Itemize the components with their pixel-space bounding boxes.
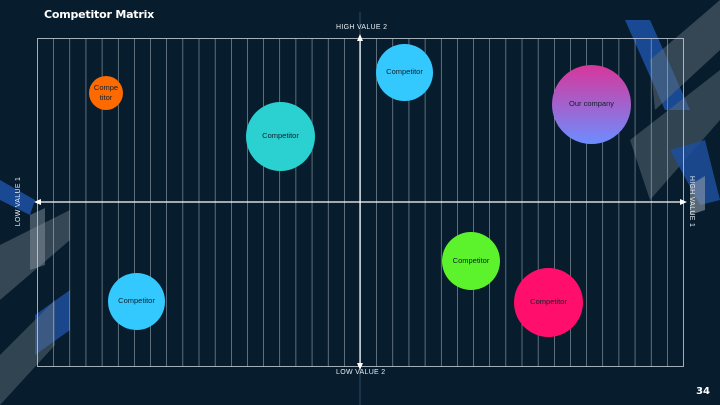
competitor-bubble-orange: Compe titor bbox=[89, 76, 123, 110]
bubble-label: Competitor bbox=[530, 297, 567, 307]
horizontal-axis-right-arrow bbox=[680, 199, 687, 205]
bubble-label: Competitor bbox=[452, 255, 490, 265]
vertical-axis-top-arrow bbox=[357, 34, 363, 41]
vertical-axis-bottom-arrow bbox=[357, 363, 363, 370]
horizontal-axis-left-arrow bbox=[34, 199, 41, 205]
axis-label-left: LOW VALUE 1 bbox=[15, 176, 23, 227]
bubble-label: Competitor bbox=[118, 296, 155, 306]
bubble-label: Competitor bbox=[386, 67, 423, 77]
competitor-bubble-green: Competitor bbox=[442, 232, 500, 290]
competitor-bubble-pink: Competitor bbox=[514, 268, 583, 337]
slide-title: Competitor Matrix bbox=[44, 8, 155, 21]
bubble-text-line: Compe bbox=[93, 82, 119, 92]
competitor-bubble-teal: Competitor bbox=[246, 102, 315, 171]
page-number: 34 bbox=[696, 386, 710, 397]
axis-label-top: HIGH VALUE 2 bbox=[336, 24, 388, 31]
competitor-bubble-sky-top: Competitor bbox=[376, 44, 433, 101]
competitor-bubble-sky-bottom: Competitor bbox=[108, 273, 165, 330]
bubble-text-line: titor bbox=[99, 93, 113, 102]
our-company-bubble: Our company bbox=[552, 65, 631, 144]
bubble-label: Our company bbox=[568, 99, 615, 109]
axis-label-right: HIGH VALUE 1 bbox=[688, 175, 696, 228]
axis-label-bottom: LOW VALUE 2 bbox=[336, 369, 386, 376]
bubble-label: Competitor bbox=[262, 131, 299, 141]
